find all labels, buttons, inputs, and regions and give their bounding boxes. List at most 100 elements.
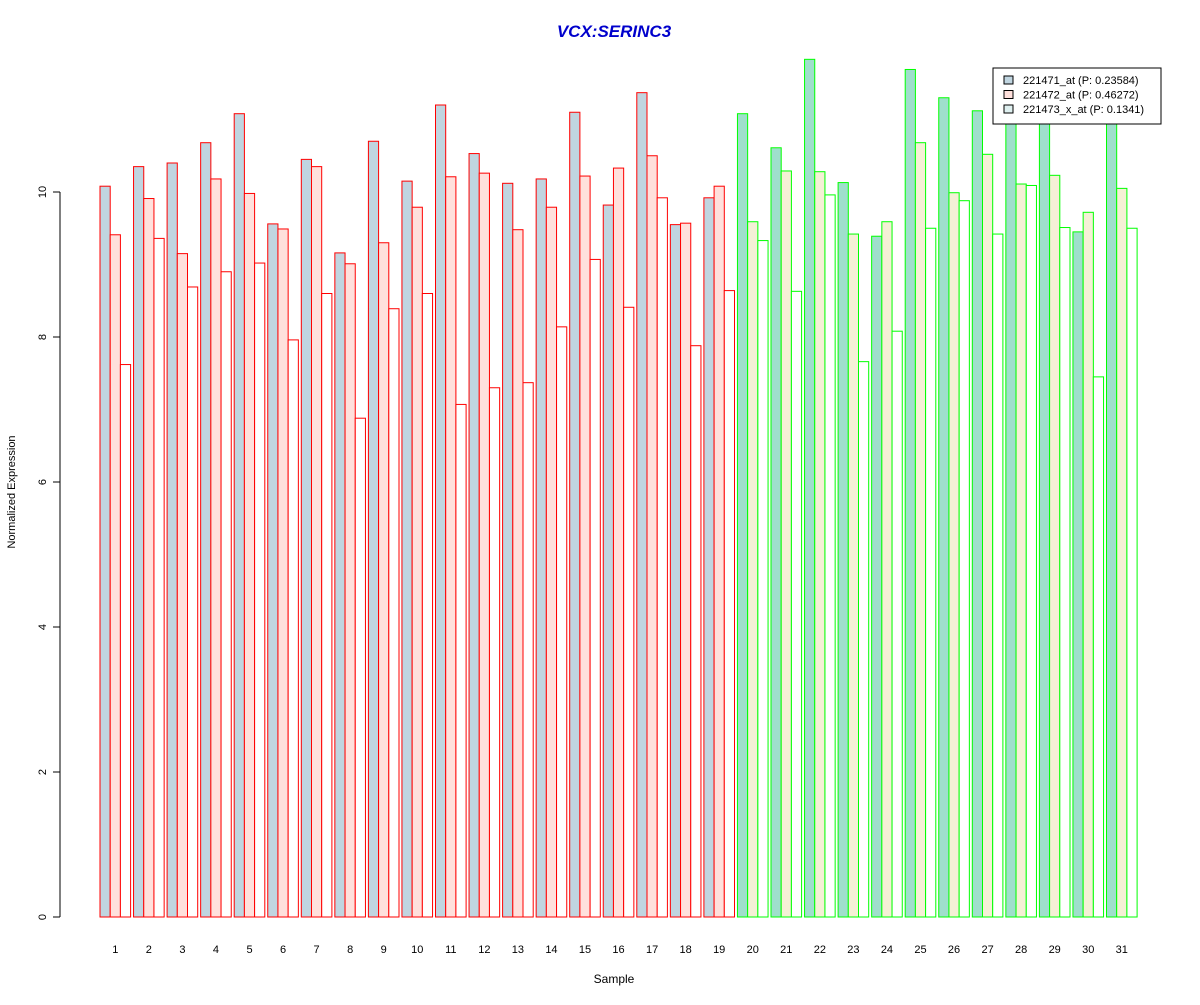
x-tick-labels: 1 2 3 4 5 6 7 8 9 10 11 12 13 14 15 16 17 18 19 20 21 22 23 24 2… bbox=[112, 944, 1128, 956]
bar-sample-31-series-2 bbox=[1116, 187, 1128, 918]
x-tick-label: 17 bbox=[646, 944, 658, 956]
bar-sample-17-series-1 bbox=[636, 92, 648, 918]
legend-label: 221473_x_at (P: 0.1341) bbox=[1023, 104, 1144, 116]
bar-sample-16-series-1 bbox=[602, 204, 614, 918]
x-tick-label: 15 bbox=[579, 944, 591, 956]
y-tick-label: 0 bbox=[37, 914, 49, 920]
bar-sample-7-series-1 bbox=[300, 158, 312, 918]
bar-sample-18-series-2 bbox=[680, 222, 692, 918]
y-tick-label: 6 bbox=[37, 479, 49, 485]
bars-layer bbox=[99, 58, 1138, 918]
x-tick-label: 28 bbox=[1015, 944, 1027, 956]
bar-sample-3-series-1 bbox=[166, 162, 178, 918]
bar-sample-14-series-3 bbox=[556, 326, 568, 918]
bar-sample-22-series-1 bbox=[804, 58, 816, 918]
bar-sample-1-series-1 bbox=[99, 185, 111, 918]
y-axis: 0 2 4 6 8 10 bbox=[37, 186, 61, 920]
bar-sample-7-series-3 bbox=[321, 293, 333, 918]
x-tick-label: 3 bbox=[179, 944, 185, 956]
x-tick-label: 22 bbox=[814, 944, 826, 956]
bar-sample-26-series-1 bbox=[938, 97, 950, 918]
x-tick-label: 6 bbox=[280, 944, 286, 956]
bar-sample-16-series-2 bbox=[612, 167, 625, 918]
bar-sample-8-series-3 bbox=[354, 417, 366, 918]
y-tick-label: 2 bbox=[37, 769, 49, 775]
bar-sample-21-series-2 bbox=[780, 170, 792, 918]
x-tick-label: 18 bbox=[680, 944, 692, 956]
legend-label: 221472_at (P: 0.46272) bbox=[1023, 90, 1139, 102]
bar-sample-5-series-2 bbox=[243, 192, 256, 918]
x-tick-label: 20 bbox=[747, 944, 759, 956]
bar-sample-14-series-2 bbox=[545, 206, 558, 918]
bar-sample-17-series-2 bbox=[646, 155, 658, 918]
bar-sample-23-series-3 bbox=[858, 361, 870, 918]
x-tick-label: 16 bbox=[612, 944, 624, 956]
bar-sample-6-series-2 bbox=[277, 228, 289, 918]
bar-sample-25-series-1 bbox=[904, 68, 916, 918]
y-tick-label: 4 bbox=[37, 624, 49, 630]
bar-sample-10-series-1 bbox=[401, 180, 413, 918]
bar-sample-9-series-3 bbox=[388, 308, 400, 918]
bar-sample-5-series-1 bbox=[233, 113, 245, 918]
x-tick-label: 9 bbox=[381, 944, 387, 956]
bar-sample-3-series-3 bbox=[187, 286, 199, 918]
bar-sample-22-series-2 bbox=[814, 171, 826, 918]
bar-sample-6-series-3 bbox=[287, 339, 299, 918]
bar-sample-21-series-3 bbox=[790, 290, 803, 918]
bar-sample-25-series-2 bbox=[914, 142, 927, 918]
bar-sample-4-series-1 bbox=[200, 142, 212, 918]
x-tick-label: 26 bbox=[948, 944, 960, 956]
bar-sample-7-series-2 bbox=[311, 166, 323, 918]
x-tick-label: 27 bbox=[981, 944, 993, 956]
bar-sample-20-series-1 bbox=[736, 113, 749, 918]
bar-sample-19-series-1 bbox=[703, 197, 715, 918]
legend-label: 221471_at (P: 0.23584) bbox=[1023, 75, 1139, 87]
x-tick-label: 2 bbox=[146, 944, 152, 956]
bar-sample-11-series-1 bbox=[435, 104, 447, 918]
bar-sample-12-series-1 bbox=[468, 153, 480, 918]
bar-sample-15-series-2 bbox=[579, 175, 591, 918]
x-tick-label: 4 bbox=[213, 944, 219, 956]
bar-sample-18-series-1 bbox=[669, 224, 682, 918]
chart-title: VCX:SERINC3 bbox=[557, 22, 672, 41]
bar-sample-28-series-3 bbox=[1025, 184, 1037, 918]
bar-sample-29-series-3 bbox=[1059, 227, 1071, 918]
bar-sample-4-series-3 bbox=[220, 271, 232, 918]
bar-sample-13-series-2 bbox=[512, 229, 524, 918]
bar-sample-19-series-2 bbox=[713, 185, 725, 918]
x-tick-label: 24 bbox=[881, 944, 893, 956]
y-tick-label: 8 bbox=[37, 334, 49, 340]
legend: 221471_at (P: 0.23584) 221472_at (P: 0.46… bbox=[992, 67, 1162, 125]
bar-sample-15-series-3 bbox=[589, 258, 601, 918]
bar-sample-16-series-3 bbox=[623, 306, 635, 918]
bar-sample-4-series-2 bbox=[210, 178, 222, 918]
bar-sample-1-series-3 bbox=[119, 364, 132, 918]
bar-sample-9-series-2 bbox=[378, 242, 390, 918]
bar-sample-24-series-3 bbox=[891, 330, 903, 918]
bar-sample-3-series-2 bbox=[176, 253, 189, 918]
bar-sample-10-series-2 bbox=[411, 206, 423, 918]
bar-sample-29-series-2 bbox=[1049, 174, 1061, 918]
bar-sample-13-series-3 bbox=[522, 382, 534, 918]
bar-sample-30-series-1 bbox=[1072, 231, 1084, 918]
bar-sample-27-series-3 bbox=[992, 233, 1004, 918]
x-tick-label: 21 bbox=[780, 944, 792, 956]
x-tick-label: 12 bbox=[478, 944, 490, 956]
x-tick-label: 13 bbox=[512, 944, 524, 956]
x-tick-label: 11 bbox=[445, 944, 456, 956]
x-tick-label: 30 bbox=[1082, 944, 1094, 956]
bar-sample-8-series-2 bbox=[344, 263, 356, 918]
bar-sample-27-series-1 bbox=[971, 110, 983, 918]
bar-sample-23-series-2 bbox=[847, 233, 859, 918]
x-tick-label: 10 bbox=[411, 944, 423, 956]
bar-sample-26-series-2 bbox=[948, 192, 960, 918]
bar-sample-9-series-1 bbox=[367, 140, 380, 918]
bar-sample-24-series-2 bbox=[881, 221, 893, 918]
bar-sample-25-series-3 bbox=[925, 227, 937, 918]
bar-sample-2-series-2 bbox=[143, 198, 155, 918]
bar-sample-11-series-3 bbox=[455, 403, 467, 918]
bar-sample-19-series-3 bbox=[723, 290, 735, 918]
bar-sample-2-series-1 bbox=[133, 166, 145, 918]
